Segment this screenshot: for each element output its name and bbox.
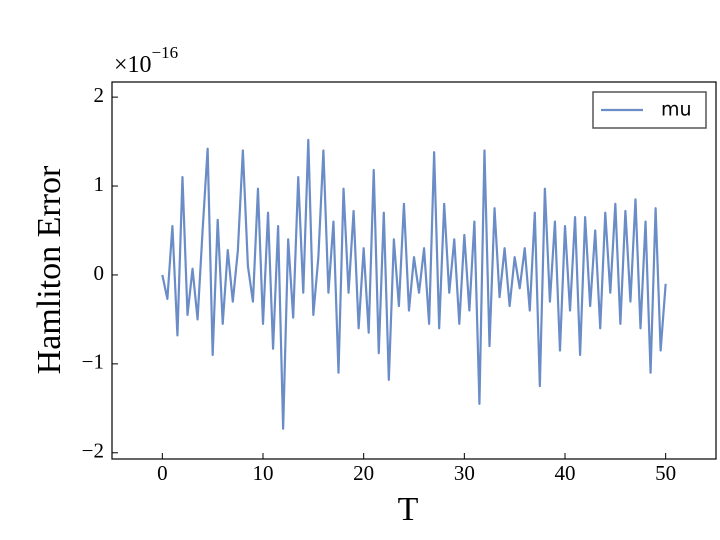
plot-frame xyxy=(111,81,717,460)
legend: mu xyxy=(592,91,707,129)
legend-label: mu xyxy=(661,99,692,121)
x-tick-label: 20 xyxy=(353,461,374,485)
x-tick-label: 40 xyxy=(555,461,576,485)
x-axis-label: T xyxy=(398,491,419,528)
x-tick-label: 10 xyxy=(253,461,274,485)
y-tick-label: −2 xyxy=(82,439,104,463)
y-tick-label: 1 xyxy=(94,172,105,196)
x-tick-label: 0 xyxy=(157,461,168,485)
offset-text: ×10−16 xyxy=(114,43,178,78)
offset-exponent: −16 xyxy=(152,43,179,62)
y-tick-label: 0 xyxy=(94,261,105,285)
y-tick-label: −1 xyxy=(82,350,104,374)
x-tick-label: 50 xyxy=(655,461,676,485)
y-axis-label: Hamliton Error xyxy=(31,165,68,374)
y-tick-label: 2 xyxy=(94,83,105,107)
x-tick-label: 30 xyxy=(454,461,475,485)
offset-base: ×10 xyxy=(114,52,152,78)
data-line xyxy=(161,138,667,430)
